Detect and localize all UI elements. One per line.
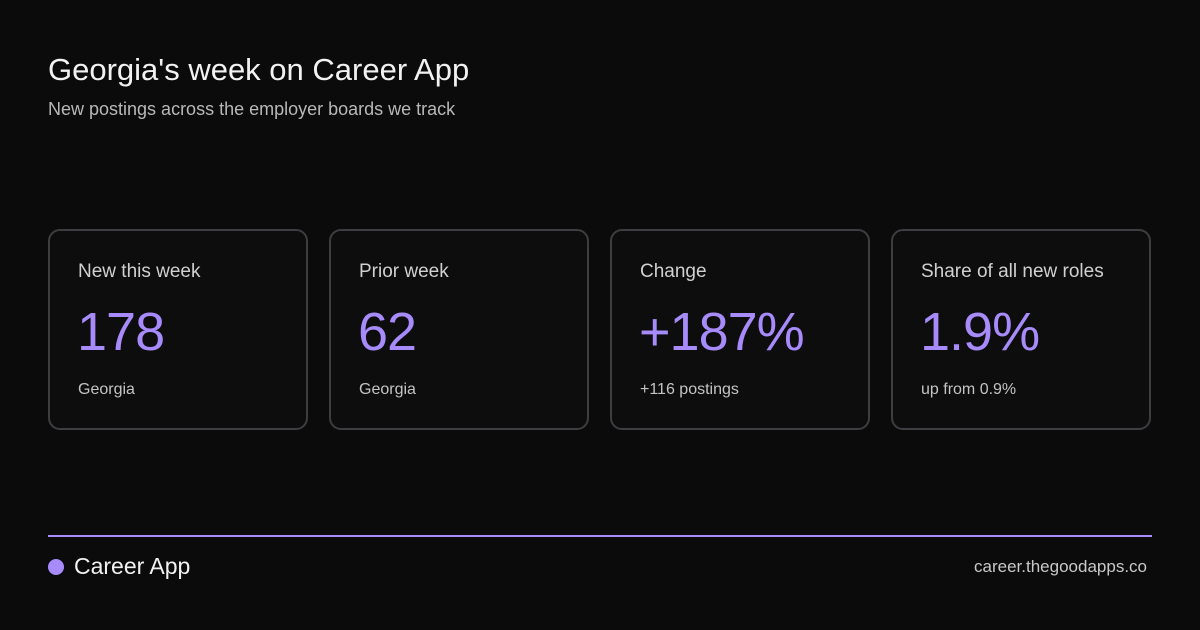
divider xyxy=(48,535,1152,537)
stat-value: 1.9% xyxy=(920,302,1040,362)
stat-note: +116 postings xyxy=(640,381,739,398)
subtitle: New postings across the employer boards … xyxy=(48,99,456,119)
stat-value: +187% xyxy=(639,302,805,362)
url: career.thegoodapps.co xyxy=(974,557,1147,576)
brand-dot xyxy=(48,559,64,575)
stat-value: 62 xyxy=(358,302,417,362)
stat-label: Change xyxy=(640,261,707,282)
stat-note: Georgia xyxy=(78,381,135,398)
stat-card: Prior week 62 Georgia xyxy=(329,229,589,430)
stat-label: Prior week xyxy=(359,261,449,282)
stat-note: up from 0.9% xyxy=(921,381,1017,398)
stat-value: 178 xyxy=(77,302,165,362)
stat-card: Share of all new roles 1.9% up from 0.9% xyxy=(891,229,1151,430)
brand: Career App xyxy=(74,553,191,579)
stat-card: New this week 178 Georgia xyxy=(48,229,308,430)
stat-label: Share of all new roles xyxy=(921,261,1104,282)
stat-card: Change +187% +116 postings xyxy=(610,229,870,430)
title: Georgia's week on Career App xyxy=(48,52,470,87)
stat-note: Georgia xyxy=(359,381,416,398)
stat-label: New this week xyxy=(78,261,201,282)
